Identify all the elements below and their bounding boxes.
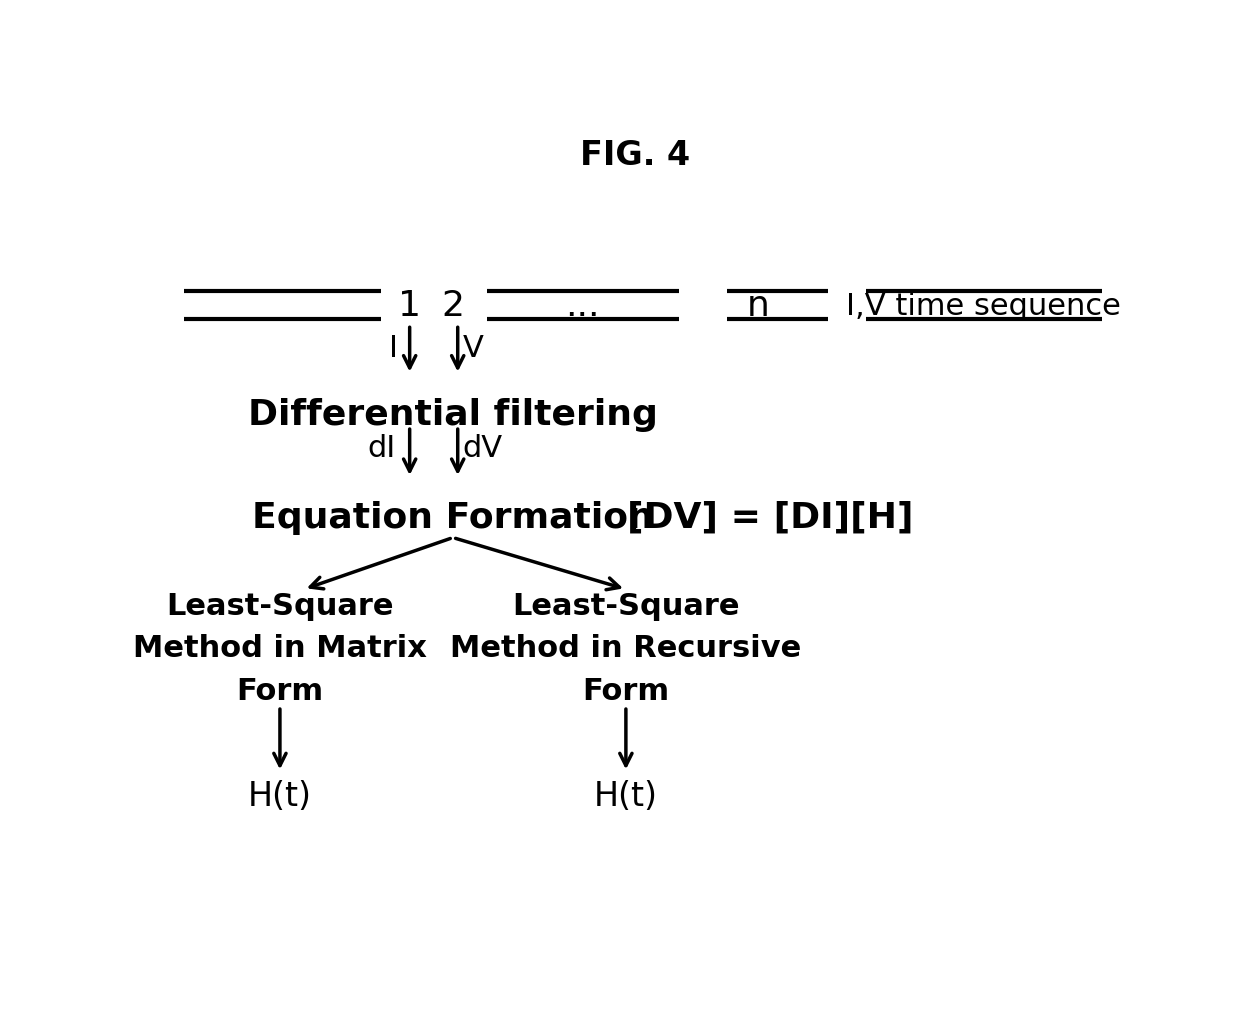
Text: Equation Formation: Equation Formation — [252, 501, 653, 535]
Text: I,V time sequence: I,V time sequence — [846, 291, 1121, 320]
Text: V: V — [463, 334, 484, 363]
Text: ...: ... — [565, 289, 600, 323]
Text: 2: 2 — [441, 289, 465, 323]
Text: Differential filtering: Differential filtering — [248, 398, 658, 432]
Text: I: I — [389, 334, 398, 363]
Text: dV: dV — [463, 434, 502, 463]
Text: 1: 1 — [398, 289, 422, 323]
Text: Least-Square
Method in Matrix
Form: Least-Square Method in Matrix Form — [133, 592, 427, 707]
Text: FIG. 4: FIG. 4 — [580, 139, 691, 173]
Text: H(t): H(t) — [248, 780, 312, 813]
Text: Least-Square
Method in Recursive
Form: Least-Square Method in Recursive Form — [450, 592, 801, 707]
Text: H(t): H(t) — [594, 780, 658, 813]
Text: [DV] = [DI][H]: [DV] = [DI][H] — [626, 501, 914, 535]
Text: dI: dI — [367, 434, 396, 463]
Text: n: n — [746, 289, 770, 323]
